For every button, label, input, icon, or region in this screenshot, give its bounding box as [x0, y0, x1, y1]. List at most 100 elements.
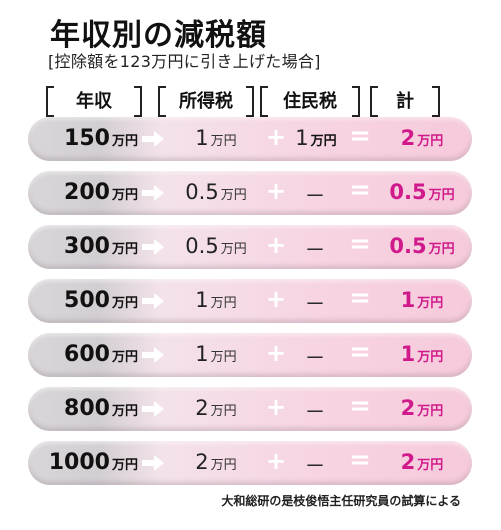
- resident-tax-cell: －: [286, 171, 346, 215]
- total-cell: 2 万円: [374, 387, 470, 431]
- income-tax-cell-value: 2: [195, 450, 209, 474]
- income-tax-cell-value: 1: [195, 342, 209, 366]
- arrow-right-icon: [142, 131, 164, 147]
- income-tax-cell-value: 1: [195, 288, 209, 312]
- income-tax-cell-unit: 万円: [210, 296, 237, 311]
- resident-tax-cell-value: －: [304, 346, 326, 370]
- arrow-right-icon: [142, 293, 164, 309]
- header-income: 年収: [46, 86, 142, 117]
- income-cell: 300 万円: [40, 225, 138, 269]
- column-headers: 年収 所得税 住民税 計: [0, 80, 501, 117]
- table-row: 600 万円 1 万円 + － = 1 万円: [28, 333, 472, 377]
- income-tax-cell: 2 万円: [166, 387, 266, 431]
- table-row: 500 万円 1 万円 + － = 1 万円: [28, 279, 472, 323]
- plus-sign: +: [266, 231, 287, 259]
- plus-sign: +: [266, 393, 287, 421]
- resident-tax-cell: －: [286, 333, 346, 377]
- resident-tax-cell: －: [286, 387, 346, 431]
- income-cell-unit: 万円: [111, 188, 138, 203]
- income-cell-value: 300: [64, 234, 110, 259]
- resident-tax-cell: 1 万円: [286, 117, 346, 161]
- chart-title: 年収別の減税額: [50, 18, 267, 53]
- resident-tax-cell-value: －: [304, 238, 326, 262]
- income-cell-unit: 万円: [111, 458, 138, 473]
- arrow-right-icon: [142, 401, 164, 417]
- income-tax-cell: 1 万円: [166, 279, 266, 323]
- equals-sign: =: [349, 121, 371, 151]
- total-cell-unit: 万円: [417, 404, 444, 419]
- income-cell-value: 1000: [48, 450, 110, 475]
- table-row: 200 万円 0.5 万円 + － = 0.5 万円: [28, 171, 472, 215]
- income-cell-value: 500: [64, 288, 110, 313]
- total-cell: 1 万円: [374, 333, 470, 377]
- total-cell: 2 万円: [374, 441, 470, 485]
- resident-tax-cell-value: －: [304, 292, 326, 316]
- income-cell-unit: 万円: [111, 242, 138, 257]
- total-cell-value: 2: [400, 450, 416, 474]
- income-tax-cell: 1 万円: [166, 117, 266, 161]
- resident-tax-cell-value: －: [304, 400, 326, 424]
- total-cell-value: 1: [400, 342, 416, 366]
- income-tax-cell-unit: 万円: [220, 242, 247, 257]
- income-tax-cell: 2 万円: [166, 441, 266, 485]
- income-tax-cell-value: 1: [195, 126, 209, 150]
- income-cell: 800 万円: [40, 387, 138, 431]
- income-tax-cell-value: 0.5: [185, 234, 219, 258]
- total-cell-value: 1: [400, 288, 416, 312]
- arrow-right-icon: [142, 347, 164, 363]
- income-tax-cell-unit: 万円: [220, 188, 247, 203]
- header-resident-tax: 住民税: [260, 86, 360, 117]
- income-cell: 150 万円: [40, 117, 138, 161]
- income-cell: 600 万円: [40, 333, 138, 377]
- total-cell: 2 万円: [374, 117, 470, 161]
- income-cell-unit: 万円: [111, 350, 138, 365]
- resident-tax-cell-value: －: [304, 184, 326, 208]
- income-cell-value: 600: [64, 342, 110, 367]
- income-tax-cell-unit: 万円: [210, 458, 237, 473]
- total-cell-unit: 万円: [417, 350, 444, 365]
- income-tax-cell-unit: 万円: [210, 404, 237, 419]
- equals-sign: =: [349, 229, 371, 259]
- total-cell-value: 2: [400, 396, 416, 420]
- equals-sign: =: [349, 175, 371, 205]
- income-cell-value: 800: [64, 396, 110, 421]
- resident-tax-cell: －: [286, 279, 346, 323]
- income-cell-unit: 万円: [111, 296, 138, 311]
- arrow-right-icon: [142, 239, 164, 255]
- income-tax-cell: 0.5 万円: [166, 225, 266, 269]
- plus-sign: +: [266, 123, 287, 151]
- resident-tax-cell: －: [286, 441, 346, 485]
- income-tax-cell: 1 万円: [166, 333, 266, 377]
- table-row: 800 万円 2 万円 + － = 2 万円: [28, 387, 472, 431]
- total-cell-unit: 万円: [428, 242, 455, 257]
- table-row: 150 万円 1 万円 +1 万円 = 2 万円: [28, 117, 472, 161]
- total-cell: 0.5 万円: [374, 225, 470, 269]
- income-tax-cell: 0.5 万円: [166, 171, 266, 215]
- income-cell-value: 200: [64, 180, 110, 205]
- equals-sign: =: [349, 391, 371, 421]
- resident-tax-cell-value: －: [304, 454, 326, 478]
- total-cell: 1 万円: [374, 279, 470, 323]
- chart-subtitle: [控除額を123万円に引き上げた場合]: [48, 52, 321, 71]
- plus-sign: +: [266, 447, 287, 475]
- table-row: 300 万円 0.5 万円 + － = 0.5 万円: [28, 225, 472, 269]
- income-tax-cell-unit: 万円: [210, 350, 237, 365]
- income-tax-cell-value: 0.5: [185, 180, 219, 204]
- table-row: 1000 万円 2 万円 + － = 2 万円: [28, 441, 472, 485]
- income-tax-cell-value: 2: [195, 396, 209, 420]
- header-income-tax: 所得税: [158, 86, 254, 117]
- arrow-right-icon: [142, 185, 164, 201]
- arrow-right-icon: [142, 455, 164, 471]
- income-cell-unit: 万円: [111, 404, 138, 419]
- plus-sign: +: [266, 339, 287, 367]
- income-cell-value: 150: [64, 126, 110, 151]
- resident-tax-cell: －: [286, 225, 346, 269]
- total-cell: 0.5 万円: [374, 171, 470, 215]
- income-cell-unit: 万円: [111, 134, 138, 149]
- total-cell-value: 0.5: [389, 180, 427, 204]
- equals-sign: =: [349, 337, 371, 367]
- equals-sign: =: [349, 283, 371, 313]
- header-total: 計: [370, 86, 440, 117]
- resident-tax-cell-unit: 万円: [310, 134, 337, 149]
- resident-tax-cell-value: 1: [295, 126, 309, 150]
